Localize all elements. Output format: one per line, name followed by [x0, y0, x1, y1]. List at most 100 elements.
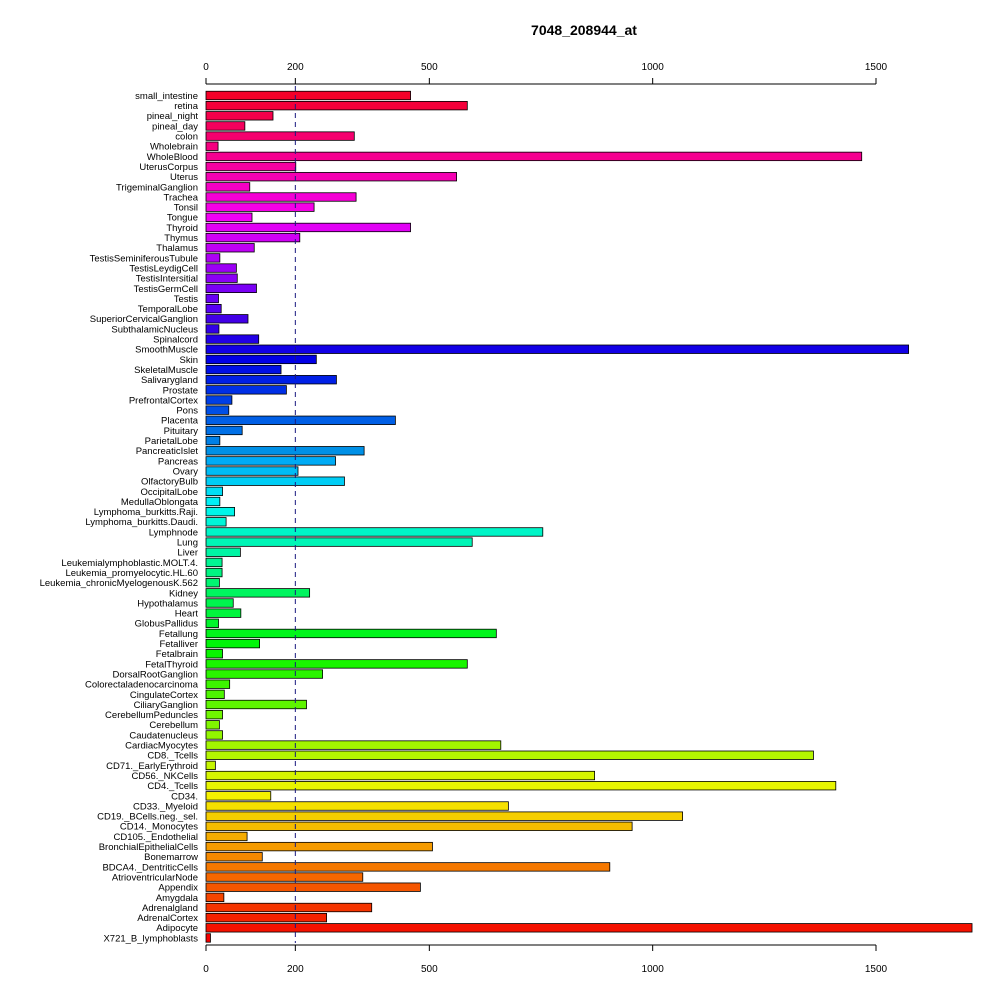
bar-TrigeminalGanglion — [205, 182, 251, 192]
bar-small_intestine — [205, 90, 411, 101]
bar-Lymphnode — [205, 527, 544, 537]
bar-Pancreas — [205, 456, 336, 466]
bar-Amygdala — [205, 892, 225, 902]
tick-label: 200 — [287, 62, 304, 73]
category-label: Thyroid — [166, 223, 198, 234]
bar-CingulateCortex — [205, 689, 225, 699]
bar-Prostate — [205, 385, 287, 395]
bar-OlfactoryBulb — [205, 476, 345, 486]
bar-CiliaryGanglion — [205, 699, 307, 710]
bar-Tonsil — [205, 202, 315, 212]
bar-Appendix — [205, 882, 421, 892]
category-label: Thalamus — [156, 243, 198, 254]
category-label: Adipocyte — [156, 923, 198, 934]
bar-Skin — [205, 354, 317, 365]
bar-Lung — [205, 537, 473, 547]
category-label: CingulateCortex — [130, 690, 198, 701]
category-label: Lymphnode — [149, 527, 198, 538]
category-label: colon — [175, 132, 198, 143]
category-label: CD33._Myeloid — [133, 801, 198, 812]
bar-Adrenalgland — [205, 902, 373, 913]
category-label: Fetallung — [159, 629, 198, 640]
category-label: Liver — [177, 548, 198, 559]
bar-Lymphoma_burkitts.Raji. — [205, 506, 235, 517]
bar-CD34. — [205, 791, 272, 801]
bar-Placenta — [205, 415, 396, 425]
category-label: TrigeminalGanglion — [116, 182, 198, 193]
category-label: GlobusPallidus — [135, 619, 199, 630]
category-label: Ovary — [173, 466, 199, 477]
category-label: Placenta — [161, 416, 199, 427]
bar-CD71._EarlyErythroid — [205, 760, 216, 771]
category-label: Pons — [176, 406, 198, 417]
category-label: Amygdala — [156, 893, 199, 904]
category-label: Leukemia_chronicMyelogenousK.562 — [40, 578, 198, 589]
bar-CD33._Myeloid — [205, 801, 509, 811]
bar-Bonemarrow — [205, 852, 263, 862]
bar-UterusCorpus — [205, 161, 297, 172]
category-label: Skin — [180, 355, 198, 366]
bar-SkeletalMuscle — [205, 364, 282, 375]
category-label: Lymphoma_burkitts.Raji. — [94, 507, 198, 518]
category-label: Thymus — [164, 233, 198, 244]
category-label: Appendix — [158, 883, 198, 894]
chart-title: 7048_208944_at — [531, 22, 637, 38]
category-label: TestisLeydigCell — [129, 263, 198, 274]
bar-PrefrontalCortex — [205, 395, 233, 405]
category-label: small_intestine — [135, 91, 198, 102]
category-label: PancreaticIslet — [136, 446, 199, 457]
category-label: ParietalLobe — [145, 436, 198, 447]
bar-BronchialEpithelialCells — [205, 841, 433, 852]
category-label: Wholebrain — [150, 142, 198, 153]
tick-label: 0 — [203, 964, 209, 975]
bar-Cerebellum — [205, 720, 220, 730]
bar-CardiacMyocytes — [205, 740, 502, 750]
category-label: WholeBlood — [147, 152, 198, 163]
category-label: AtrioventricularNode — [112, 872, 198, 883]
bar-CD14._Monocytes — [205, 821, 633, 831]
bar-Thymus — [205, 232, 301, 243]
category-label: Spinalcord — [153, 335, 198, 346]
bar-CerebellumPeduncles — [205, 710, 223, 720]
bar-Trachea — [205, 192, 357, 202]
category-label: CiliaryGanglion — [134, 700, 198, 711]
bar-CD8._Tcells — [205, 750, 814, 760]
bar-colon — [205, 131, 355, 141]
bar-Salivarygland — [205, 375, 337, 385]
category-label: Uterus — [170, 172, 198, 183]
category-label: SuperiorCervicalGanglion — [90, 314, 198, 325]
tick-label: 200 — [287, 964, 304, 975]
bar-Kidney — [205, 588, 311, 598]
category-label: MedullaOblongata — [121, 497, 199, 508]
category-label: CD71._EarlyErythroid — [106, 761, 198, 772]
bar-Pons — [205, 405, 230, 415]
bar-CD4._Tcells — [205, 781, 837, 791]
tick-label: 0 — [203, 62, 209, 73]
category-label: Hypothalamus — [137, 598, 198, 609]
category-label: pineal_day — [152, 121, 198, 132]
category-label: Leukemia_promyelocytic.HL.60 — [65, 568, 198, 579]
category-label: PrefrontalCortex — [129, 395, 198, 406]
category-label: Cerebellum — [149, 720, 198, 731]
bar-TestisIntersitial — [205, 273, 238, 283]
bar-TestisLeydigCell — [205, 263, 237, 273]
bar-retina — [205, 101, 468, 111]
bar-TestisSeminiferousTubule — [205, 253, 221, 263]
bar-Testis — [205, 293, 219, 304]
category-label: Heart — [175, 609, 199, 620]
bar-Wholebrain — [205, 141, 219, 151]
category-label: CD105._Endothelial — [113, 832, 198, 843]
category-label: CD14._Monocytes — [120, 822, 198, 833]
bar-Leukemia_promyelocytic.HL.60 — [205, 567, 223, 578]
bar-X721_B_lymphoblasts — [205, 933, 211, 943]
category-label: UterusCorpus — [139, 162, 198, 173]
bar-BDCA4._DentriticCells — [205, 862, 611, 872]
category-label: Fetalbrain — [156, 649, 198, 660]
category-label: Pancreas — [158, 456, 198, 467]
category-label: Prostate — [163, 385, 198, 396]
bar-Adipocyte — [205, 923, 973, 933]
category-label: CerebellumPeduncles — [105, 710, 198, 721]
bar-Tongue — [205, 212, 253, 222]
tick-label: 1000 — [642, 964, 665, 975]
